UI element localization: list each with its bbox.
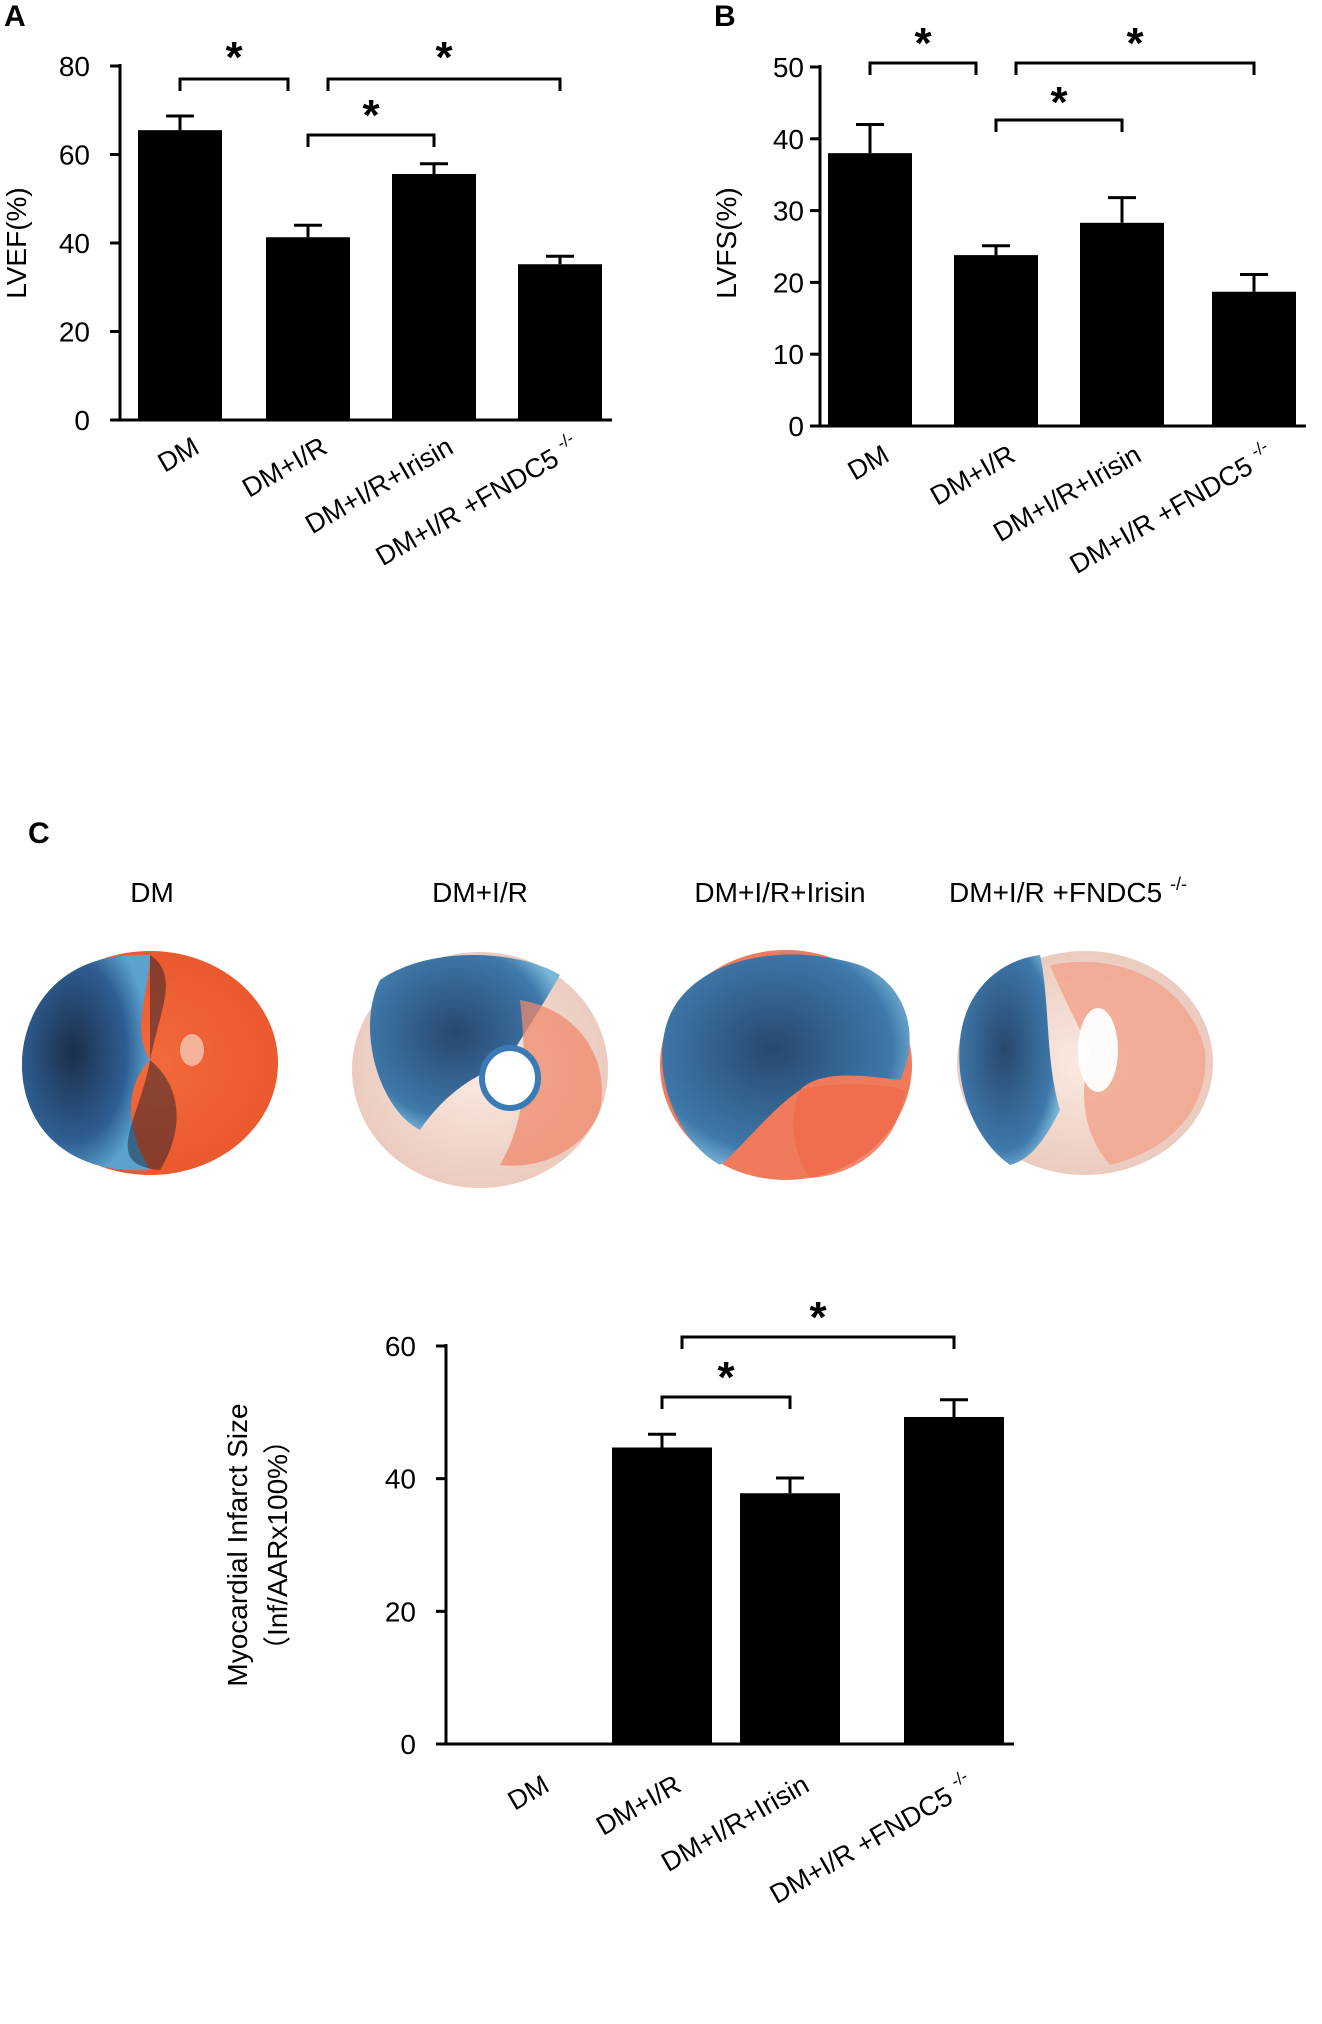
y-tick-label: 40	[773, 124, 804, 155]
panel-label-c: C	[28, 817, 50, 850]
category-label: DM	[843, 439, 894, 486]
significance-star: *	[809, 1293, 827, 1342]
significance-star: *	[362, 91, 380, 140]
bar	[1080, 222, 1164, 426]
heart-image-dm-ir-fndc5	[957, 951, 1213, 1175]
heart-section-images: DM DM+I/R DM+I/R+Irisin DM+I/R +FNDC5 -/…	[21, 874, 1213, 1188]
y-axis-label: Myocardial Infarct Size	[222, 1403, 253, 1686]
y-tick-label: 0	[400, 1729, 416, 1760]
significance-star: *	[914, 19, 932, 68]
heart-label-dm: DM	[130, 877, 174, 908]
bar	[904, 1416, 1004, 1744]
heart-label-dm-ir: DM+I/R	[432, 877, 528, 908]
category-label: DM+I/R	[591, 1769, 686, 1841]
y-axis-label: LVFS(%)	[711, 187, 742, 299]
significance-star: *	[435, 33, 453, 82]
heart-image-dm-ir-irisin	[660, 950, 912, 1180]
panel-label-a: A	[4, 0, 26, 33]
category-label-superscript: -/-	[1248, 437, 1271, 461]
category-label: DM+I/R +FNDC5 -/-	[1063, 437, 1278, 580]
y-tick-label: 60	[385, 1331, 416, 1362]
category-label: DM	[153, 431, 204, 478]
significance-star: *	[1126, 19, 1144, 68]
category-label: DM	[503, 1769, 554, 1816]
y-tick-label: 40	[385, 1464, 416, 1495]
category-label-superscript: -/-	[554, 429, 577, 453]
bar	[954, 255, 1038, 426]
panel-label-b: B	[714, 0, 736, 33]
y-axis-label: LVEF(%)	[1, 187, 32, 299]
significance-bracket	[660, 1395, 792, 1409]
y-tick-label: 50	[773, 52, 804, 83]
significance-star: *	[1050, 78, 1068, 127]
bar	[828, 153, 912, 426]
bar	[266, 237, 350, 420]
category-label: DM+I/R +FNDC5 -/-	[369, 429, 584, 572]
bar	[392, 173, 476, 420]
heart-image-dm	[21, 951, 278, 1175]
y-tick-label: 20	[59, 317, 90, 348]
significance-star: *	[717, 1353, 735, 1402]
significance-bracket	[178, 77, 290, 91]
bar	[518, 264, 602, 420]
significance-bracket	[306, 133, 436, 147]
y-axis-label-units: （Inf/AARx100%）	[262, 1426, 293, 1664]
significance-bracket	[1014, 61, 1256, 75]
bar	[612, 1447, 712, 1744]
significance-star: *	[225, 33, 243, 82]
category-label-superscript: -/-	[948, 1767, 971, 1791]
category-label: DM+I/R	[237, 431, 332, 503]
heart-label-dm-ir-irisin: DM+I/R+Irisin	[694, 877, 865, 908]
significance-bracket	[994, 118, 1124, 132]
category-label: DM+I/R	[925, 439, 1020, 511]
heart-label-dm-ir-fndc5: DM+I/R +FNDC5 -/-	[949, 874, 1187, 908]
bar	[138, 130, 222, 420]
significance-bracket	[326, 77, 562, 91]
y-tick-label: 0	[788, 411, 804, 442]
y-tick-label: 10	[773, 339, 804, 370]
y-tick-label: 20	[385, 1596, 416, 1627]
y-tick-label: 60	[59, 140, 90, 171]
y-tick-label: 30	[773, 196, 804, 227]
significance-bracket	[868, 61, 978, 75]
bar	[740, 1493, 840, 1744]
bar	[1212, 291, 1296, 426]
y-tick-label: 0	[74, 405, 90, 436]
significance-bracket	[680, 1335, 956, 1349]
chart-infarct-size: 0 20 40 60 Myocardial Infarct Size （Inf/AARx1…	[222, 1293, 1014, 1910]
y-tick-label: 20	[773, 267, 804, 298]
heart-image-dm-ir	[352, 952, 608, 1188]
y-tick-label: 40	[59, 228, 90, 259]
y-tick-label: 80	[59, 51, 90, 82]
